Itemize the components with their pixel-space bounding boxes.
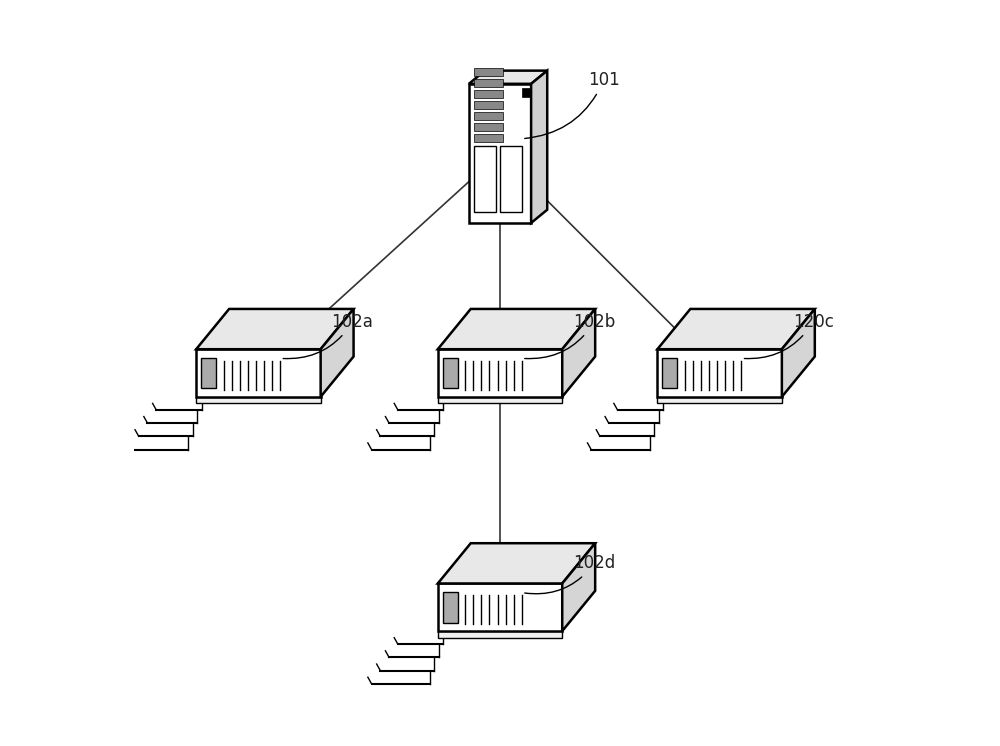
Polygon shape bbox=[321, 309, 354, 397]
Polygon shape bbox=[562, 543, 595, 631]
Polygon shape bbox=[562, 309, 595, 397]
Polygon shape bbox=[438, 583, 562, 631]
Polygon shape bbox=[438, 309, 595, 349]
Polygon shape bbox=[474, 134, 503, 142]
Polygon shape bbox=[438, 543, 595, 583]
Text: 102b: 102b bbox=[525, 313, 615, 359]
Polygon shape bbox=[782, 309, 815, 397]
Polygon shape bbox=[469, 84, 531, 223]
Text: 101: 101 bbox=[525, 71, 620, 139]
Polygon shape bbox=[474, 90, 503, 98]
Polygon shape bbox=[474, 146, 496, 212]
Text: 102d: 102d bbox=[525, 554, 615, 594]
Polygon shape bbox=[474, 69, 503, 76]
Polygon shape bbox=[474, 123, 503, 131]
Polygon shape bbox=[657, 349, 782, 397]
Text: 120c: 120c bbox=[744, 313, 834, 359]
Polygon shape bbox=[474, 101, 503, 110]
Polygon shape bbox=[438, 397, 562, 404]
Polygon shape bbox=[522, 88, 531, 96]
Polygon shape bbox=[196, 309, 354, 349]
Polygon shape bbox=[196, 397, 321, 404]
Polygon shape bbox=[474, 79, 503, 87]
Polygon shape bbox=[443, 357, 458, 389]
Polygon shape bbox=[438, 349, 562, 397]
Polygon shape bbox=[438, 631, 562, 638]
Polygon shape bbox=[196, 349, 321, 397]
Polygon shape bbox=[657, 397, 782, 404]
Polygon shape bbox=[531, 71, 547, 223]
Polygon shape bbox=[657, 309, 815, 349]
Polygon shape bbox=[443, 592, 458, 623]
Polygon shape bbox=[474, 112, 503, 120]
Text: 102a: 102a bbox=[283, 313, 373, 359]
Polygon shape bbox=[500, 146, 522, 212]
Polygon shape bbox=[201, 357, 216, 389]
Polygon shape bbox=[662, 357, 677, 389]
Polygon shape bbox=[469, 71, 547, 84]
